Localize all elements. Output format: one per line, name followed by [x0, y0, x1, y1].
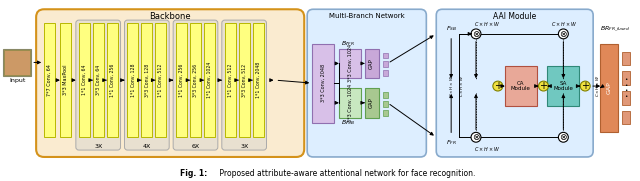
FancyBboxPatch shape — [436, 9, 593, 157]
Text: $BR_{FR\_fused}$: $BR_{FR\_fused}$ — [600, 25, 630, 33]
Circle shape — [471, 29, 481, 39]
Text: 3X: 3X — [240, 144, 248, 149]
Text: 1*1 Conv, 512: 1*1 Conv, 512 — [228, 64, 233, 97]
Bar — [600, 44, 618, 132]
Bar — [141, 23, 152, 137]
Text: 3*3 Conv, 64: 3*3 Conv, 64 — [96, 65, 100, 95]
Text: 3*3 Conv, 2048: 3*3 Conv, 2048 — [321, 64, 326, 102]
Text: GAP: GAP — [607, 82, 612, 94]
Text: Proposed attribute-aware attentional network for face recognition.: Proposed attribute-aware attentional net… — [216, 169, 475, 178]
Text: $\otimes$: $\otimes$ — [559, 29, 568, 39]
Bar — [107, 23, 118, 137]
Bar — [383, 101, 388, 107]
Bar — [547, 66, 579, 106]
Bar — [383, 53, 388, 58]
Circle shape — [538, 81, 548, 91]
Circle shape — [558, 29, 568, 39]
Text: $Br_{FR}$: $Br_{FR}$ — [341, 39, 355, 48]
Bar — [253, 23, 264, 137]
Text: $F_{SB}$: $F_{SB}$ — [445, 24, 457, 33]
Bar — [383, 70, 388, 76]
FancyBboxPatch shape — [222, 20, 266, 150]
Text: $C \times H \times W$: $C \times H \times W$ — [474, 145, 500, 153]
Bar — [339, 88, 361, 118]
Text: 3X: 3X — [94, 144, 102, 149]
Text: 1*1 Conv, 64: 1*1 Conv, 64 — [82, 65, 87, 95]
Bar — [127, 23, 138, 137]
Bar — [93, 23, 104, 137]
Text: $C \times H \times W$: $C \times H \times W$ — [458, 75, 465, 97]
Bar — [505, 66, 536, 106]
Bar — [365, 49, 379, 78]
Bar — [239, 23, 250, 137]
FancyBboxPatch shape — [125, 20, 169, 150]
Circle shape — [471, 132, 481, 142]
Text: GAP: GAP — [369, 97, 374, 108]
Bar — [44, 23, 55, 137]
Text: 6X: 6X — [191, 144, 200, 149]
Text: SA
Module: SA Module — [554, 81, 573, 91]
Text: +: + — [494, 81, 502, 91]
Text: AAI Module: AAI Module — [493, 12, 536, 21]
Text: 3*3 Conv, 1024: 3*3 Conv, 1024 — [348, 44, 353, 83]
Text: $C \times H \times W$: $C \times H \times W$ — [551, 20, 577, 28]
Bar — [60, 23, 71, 137]
Bar — [339, 49, 361, 78]
Text: GAP: GAP — [369, 58, 374, 69]
FancyBboxPatch shape — [173, 20, 218, 150]
Bar — [3, 49, 31, 76]
Bar — [622, 91, 630, 105]
Bar — [383, 92, 388, 98]
Text: $\otimes$: $\otimes$ — [472, 132, 481, 142]
Text: 3*3 Conv, 1024: 3*3 Conv, 1024 — [348, 84, 353, 122]
Circle shape — [493, 81, 503, 91]
Text: 1*1 Conv, 128: 1*1 Conv, 128 — [131, 63, 136, 97]
Text: 3*3 Conv, 256: 3*3 Conv, 256 — [193, 64, 198, 97]
Text: 7*7 Conv, 64: 7*7 Conv, 64 — [47, 64, 52, 96]
FancyBboxPatch shape — [307, 9, 426, 157]
Text: Multi-Branch Network: Multi-Branch Network — [329, 13, 404, 19]
Text: $\otimes$: $\otimes$ — [472, 29, 481, 39]
Text: +: + — [581, 81, 589, 91]
Text: 3*3 MaxPool: 3*3 MaxPool — [63, 65, 68, 95]
Text: 1*1 Conv, 512: 1*1 Conv, 512 — [158, 64, 163, 97]
Text: Input: Input — [9, 78, 26, 83]
Circle shape — [580, 81, 590, 91]
Text: Fig. 1:: Fig. 1: — [180, 169, 207, 178]
Text: $C \times H \times W$: $C \times H \times W$ — [594, 75, 600, 97]
Text: CA
Module: CA Module — [511, 81, 531, 91]
Bar — [176, 23, 187, 137]
Bar — [190, 23, 201, 137]
Text: 3*3 Conv, 512: 3*3 Conv, 512 — [242, 64, 246, 97]
Text: Backbone: Backbone — [149, 12, 191, 21]
Bar — [79, 23, 90, 137]
Text: $C \times H \times W$: $C \times H \times W$ — [447, 75, 454, 97]
Bar — [622, 71, 630, 85]
Text: $Br_{SB}$: $Br_{SB}$ — [341, 118, 355, 127]
Text: $F_{FR}$: $F_{FR}$ — [446, 138, 456, 147]
Text: 1*1 Conv, 2048: 1*1 Conv, 2048 — [255, 62, 260, 98]
Bar — [383, 62, 388, 67]
Bar — [365, 88, 379, 118]
Bar — [312, 44, 334, 123]
Bar — [622, 52, 630, 65]
Text: •
•
•
•: • • • • — [624, 77, 628, 99]
FancyBboxPatch shape — [36, 9, 304, 157]
Text: +: + — [540, 81, 547, 91]
FancyBboxPatch shape — [76, 20, 120, 150]
Text: 3*3 Conv, 128: 3*3 Conv, 128 — [145, 64, 149, 97]
Bar — [383, 110, 388, 116]
Bar — [4, 50, 30, 75]
Text: 1*1 Conv, 256: 1*1 Conv, 256 — [179, 64, 184, 97]
Bar — [225, 23, 236, 137]
Text: 4X: 4X — [143, 144, 151, 149]
Text: $\otimes$: $\otimes$ — [559, 132, 568, 142]
Text: 1*1 Conv, 256: 1*1 Conv, 256 — [109, 64, 115, 97]
Bar — [622, 111, 630, 125]
Bar — [156, 23, 166, 137]
Text: $C \times H \times W$: $C \times H \times W$ — [474, 20, 500, 28]
Text: 1*1 Conv, 1024: 1*1 Conv, 1024 — [207, 62, 212, 98]
Bar — [204, 23, 215, 137]
Circle shape — [558, 132, 568, 142]
